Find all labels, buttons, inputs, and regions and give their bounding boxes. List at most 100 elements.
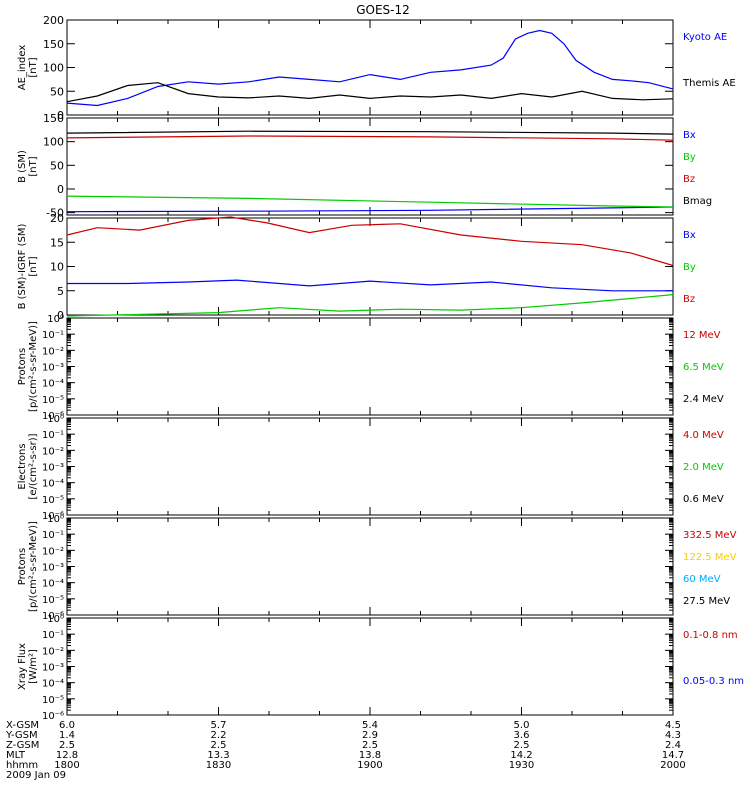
panel-frame [66,617,674,716]
y-tick-label: 10⁻¹ [42,430,64,441]
y-tick-label: 100 [43,62,64,75]
legend-entry: By [683,262,696,273]
ephemeris-value: 2000 [660,760,685,771]
y-tick-label: 200 [43,14,64,27]
y-axis-label: [nT] [28,256,39,276]
ephemeris-value: 14.7 [662,750,684,761]
y-tick-label: 10⁰ [47,514,64,525]
panel-frame [66,317,674,416]
series-line-bmag [66,130,674,135]
y-tick-label: 10⁻⁶ [42,611,64,622]
series-line-themis-ae [66,82,674,103]
panel-b: -50 0 50 100 150 B (SM) [nT] Bx By Bz Bmag [17,112,712,220]
legend-entry: Kyoto AE [683,32,727,43]
y-axis-label: Protons [17,348,28,385]
legend-entry: 60 MeV [683,574,721,585]
legend-entry: Bx [683,230,696,241]
ephemeris-value: 2.5 [59,740,75,751]
ephemeris-row-label: X-GSM [6,720,39,731]
legend-entry: 0.1-0.8 nm [683,630,738,641]
y-axis-label: [nT] [28,57,39,77]
ephemeris-value: 2.5 [211,740,227,751]
ephemeris-row-label: Y-GSM [5,730,38,741]
y-axis-label: AE_index [17,45,28,91]
y-tick-label: 10⁻⁶ [42,711,64,722]
ephemeris-date: 2009 Jan 09 [6,770,66,781]
y-tick-label: 10⁻² [42,346,64,357]
ephemeris-value: 3.6 [514,730,530,741]
ephemeris-value: 1930 [509,760,534,771]
y-axis-label: Electrons [17,443,28,489]
y-tick-label: 10 [50,261,64,274]
ephemeris-row-label: hhmm [6,760,38,771]
ephemeris-value: 1830 [206,760,231,771]
ephemeris-row-label: MLT [6,750,26,761]
y-tick-label: 10⁻¹ [42,330,64,341]
legend-entry: 0.6 MeV [683,494,724,505]
ephemeris-row-label: Z-GSM [6,740,39,751]
ephemeris-value: 14.2 [510,750,532,761]
y-tick-label: 10⁻⁵ [42,695,64,706]
legend-entry: 0.05-0.3 nm [683,676,744,687]
ephemeris-value: 13.3 [207,750,229,761]
y-tick-label: 20 [50,212,64,225]
panel-frame [66,517,674,616]
y-tick-label: 10⁻² [42,446,64,457]
y-tick-label: 100 [43,136,64,149]
ephemeris-value: 2.4 [665,740,681,751]
y-axis-label: [W/m²] [28,649,39,684]
y-axis-label: [p/(cm²-s-sr-MeV)] [28,321,39,412]
ephemeris-value: 4.3 [665,730,681,741]
ephemeris-value: 2.5 [362,740,378,751]
ephemeris-value: 12.8 [56,750,78,761]
y-axis-label: B (SM)-IGRF (SM) [17,224,28,310]
ephemeris-value: 1800 [54,760,79,771]
y-tick-label: 10⁻³ [42,463,64,474]
ephemeris-value: 5.0 [514,720,530,731]
y-tick-label: 0 [57,183,64,196]
y-axis-label: Xray Flux [17,643,28,690]
legend-entry: Bmag [683,196,712,207]
series-line-bz [66,216,674,267]
series-line-bz [66,135,674,141]
panel-xray: 10⁰ 10⁻¹ 10⁻² 10⁻³ 10⁻⁴ 10⁻⁵ 10⁻⁶ Xray Flux [W/m… [17,614,744,722]
legend-entry: Themis AE [682,78,736,89]
series-line-by [66,294,674,317]
legend-entry: 6.5 MeV [683,362,724,373]
ephemeris-value: 1900 [357,760,382,771]
series-line-kyoto-ae [66,29,674,107]
panel-frame [66,19,674,116]
y-tick-label: 15 [50,236,64,249]
series-line-bx [66,206,674,213]
y-tick-label: 0 [57,309,64,322]
y-tick-label: 10⁻⁴ [42,379,64,390]
legend-entry: 27.5 MeV [683,596,730,607]
y-tick-label: 10⁰ [47,414,64,425]
legend-entry: Bx [683,130,696,141]
y-tick-label: 10⁻⁵ [42,495,64,506]
y-tick-label: 150 [43,112,64,125]
y-tick-label: -50 [46,207,64,220]
plot-title: GOES-12 [356,3,410,17]
y-tick-label: 10⁻⁴ [42,679,64,690]
ephemeris-value: 13.8 [359,750,381,761]
ephemeris-table: X-GSMY-GSMZ-GSMMLThhmm6.01.42.512.818005… [5,720,686,781]
y-tick-label: 10⁻³ [42,663,64,674]
panel-frame [66,417,674,516]
legend-entry: 2.4 MeV [683,394,724,405]
ephemeris-value: 1.4 [59,730,75,741]
y-tick-label: 10⁻¹ [42,530,64,541]
y-tick-label: 10⁻⁶ [42,511,64,522]
y-tick-label: 10⁻⁴ [42,479,64,490]
y-axis-label: [e/(cm²-s-sr)] [28,433,39,499]
panel-electrons: 10⁰ 10⁻¹ 10⁻² 10⁻³ 10⁻⁴ 10⁻⁵ 10⁻⁶ Electrons [e/(… [17,414,724,522]
y-tick-label: 150 [43,38,64,51]
y-tick-label: 50 [50,159,64,172]
panel-ae: 0 50 100 150 200 AE_index [nT] Kyoto AE Themis A… [17,14,736,122]
legend-entry: By [683,152,696,163]
panel-protons1: 10⁰ 10⁻¹ 10⁻² 10⁻³ 10⁻⁴ 10⁻⁵ 10⁻⁶ Protons [p/(cm… [17,314,724,422]
y-tick-label: 10⁻² [42,546,64,557]
legend-entry: Bz [683,294,695,305]
